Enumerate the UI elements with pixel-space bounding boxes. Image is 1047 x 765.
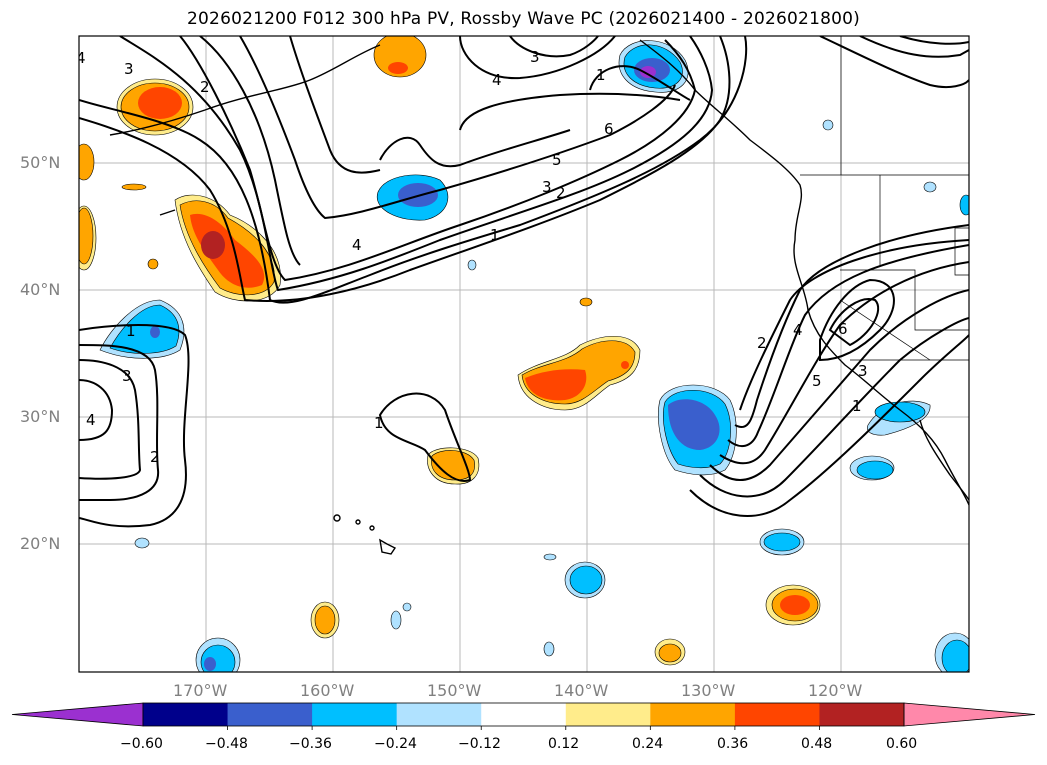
contour-label: 2 [150,448,160,466]
contour-label: 4 [352,236,362,254]
colorbar-segment [650,703,736,726]
colorbar-tick-label: 0.12 [548,736,580,752]
contour-label: 2 [200,78,210,96]
colorbar-tick-label: 0.36 [717,736,749,752]
lon-label: 140°W [554,681,609,700]
colorbar-extend-min [11,702,144,727]
lat-label: 30°N [20,407,61,426]
contour-label: 1 [852,397,862,415]
colorbar-segment [143,703,229,726]
graticule [79,36,969,672]
coastlines [109,39,969,555]
contour-label: 4 [492,71,502,89]
lat-label: 40°N [20,280,61,299]
contour-label: 3 [858,362,868,380]
contour-label: 5 [812,372,822,390]
plot-frame [78,35,970,673]
contour-label: 2 [757,334,767,352]
colorbar-tick-label: 0.24 [632,736,664,752]
contour-label: 3 [542,178,552,196]
contour-label: 6 [604,120,614,138]
contour-label: 1 [596,66,606,84]
map-title: 2026021200 F012 300 hPa PV, Rossby Wave … [187,9,860,29]
colorbar-tick-label: −0.24 [374,736,417,752]
lon-label: 130°W [681,681,736,700]
plot-area [79,36,969,672]
colorbar-segment [819,703,905,726]
lon-label: 150°W [427,681,482,700]
lat-label: 50°N [20,153,61,172]
contour-label: 3 [122,367,132,385]
contour-label: 3 [124,60,134,78]
colorbar-segment [227,703,313,726]
colorbar [11,702,1036,730]
contour-label: 5 [552,151,562,169]
contour-label: 4 [86,411,96,429]
contour-label: 1 [490,226,500,244]
contour-label: 3 [530,48,540,66]
colorbar-tick-label: 0.60 [886,736,918,752]
colorbar-tick-label: 0.48 [801,736,833,752]
political-boundaries [800,36,969,361]
lon-label: 170°W [173,681,228,700]
contour-label: 1 [374,414,384,432]
pv-anomaly-shading [79,36,969,672]
contour-labels: 3 2 4 3 4 1 6 5 3 2 4 1 1 3 2 4 1 2 4 6 … [76,48,868,466]
colorbar-tick-label: −0.60 [120,736,163,752]
lon-label: 160°W [300,681,355,700]
colorbar-tick-label: −0.12 [458,736,501,752]
contour-label: 2 [556,184,566,202]
colorbar-extend-max [903,702,1036,727]
colorbar-segment [565,703,651,726]
contour-label: 4 [793,321,803,339]
contour-label: 1 [126,322,136,340]
rossby-wave-contours [79,36,969,528]
lon-label: 120°W [808,681,863,700]
contour-label: 4 [76,49,86,67]
lat-label: 20°N [20,534,61,553]
colorbar-tick-label: −0.48 [205,736,248,752]
colorbar-tick-label: −0.36 [289,736,332,752]
colorbar-segment [481,703,567,726]
contour-label: 6 [838,320,848,338]
colorbar-segment [312,703,398,726]
colorbar-frame [142,702,905,727]
colorbar-segment [396,703,482,726]
colorbar-segment [734,703,820,726]
